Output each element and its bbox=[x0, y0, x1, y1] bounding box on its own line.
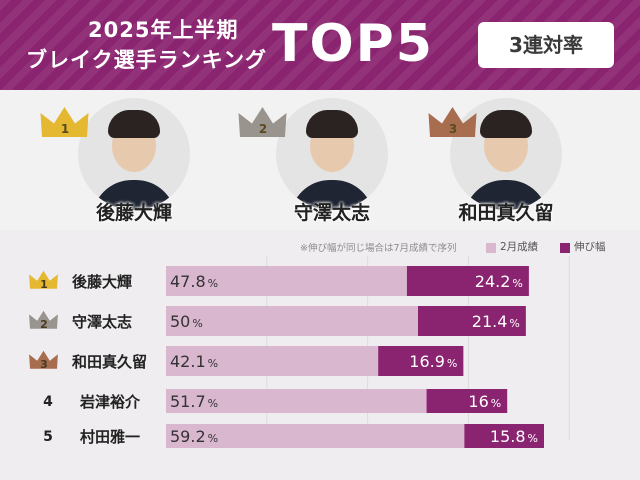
portrait-crown-rank-3: 3 bbox=[449, 122, 457, 136]
label-base-2: 50% bbox=[170, 312, 203, 331]
bar-base-2 bbox=[166, 306, 418, 336]
portrait-rank-3 bbox=[450, 98, 562, 210]
top3-name-3: 和田真久留 bbox=[458, 202, 554, 224]
row-rank-3: 3 bbox=[40, 358, 48, 371]
row-name-2: 守澤太志 bbox=[72, 313, 132, 331]
row-name-4: 岩津裕介 bbox=[79, 393, 141, 411]
row-name-5: 村田雅一 bbox=[80, 428, 140, 446]
row-rank-1: 1 bbox=[40, 278, 48, 291]
row-name-3: 和田真久留 bbox=[72, 353, 147, 371]
stat-badge: 3連対率 bbox=[478, 22, 614, 68]
label-base-4: 51.7% bbox=[170, 392, 218, 411]
row-rank-4: 4 bbox=[43, 394, 53, 410]
legend-swatch-base bbox=[486, 243, 496, 253]
portrait-rank-1 bbox=[78, 98, 190, 210]
label-gain-2: 21.4% bbox=[472, 312, 520, 331]
row-name-1: 後藤大輝 bbox=[71, 273, 132, 291]
legend-label-base: 2月成績 bbox=[500, 241, 539, 253]
bar-gain-2 bbox=[418, 306, 526, 336]
top5-heading: TOP5 bbox=[272, 14, 434, 74]
row-crown-3 bbox=[29, 350, 58, 369]
silver-crown-icon bbox=[238, 107, 287, 137]
bar-base-1 bbox=[166, 266, 407, 296]
header-banner: 2025年上半期 ブレイク選手ランキング TOP5 3連対率 bbox=[0, 0, 640, 90]
bar-gain-3 bbox=[378, 346, 464, 376]
row-crown-1 bbox=[29, 270, 58, 289]
portrait-rank-2 bbox=[276, 98, 388, 210]
tiebreak-note: ※伸び幅が同じ場合は7月成績で序列 bbox=[300, 243, 457, 254]
label-base-5: 59.2% bbox=[170, 427, 218, 446]
label-gain-5: 15.8% bbox=[490, 427, 538, 446]
title-line-2: ブレイク選手ランキング bbox=[26, 48, 267, 72]
label-base-1: 47.8% bbox=[170, 272, 218, 291]
bar-gain-4 bbox=[426, 389, 508, 413]
row-rank-2: 2 bbox=[40, 318, 48, 331]
label-gain-1: 24.2% bbox=[475, 272, 523, 291]
legend-swatch-gain bbox=[560, 243, 570, 253]
top3-name-2: 守澤太志 bbox=[293, 202, 370, 224]
label-gain-3: 16.9% bbox=[409, 352, 457, 371]
top3-name-1: 後藤大輝 bbox=[95, 202, 172, 224]
gold-crown-icon bbox=[40, 107, 89, 137]
label-gain-4: 16% bbox=[468, 392, 501, 411]
bronze-crown-icon bbox=[428, 107, 477, 137]
row-crown-2 bbox=[29, 310, 58, 329]
label-base-3: 42.1% bbox=[170, 352, 218, 371]
bar-gain-1 bbox=[406, 266, 529, 296]
portrait-crown-rank-2: 2 bbox=[259, 122, 267, 136]
bar-base-5 bbox=[166, 424, 465, 448]
top3-portraits: 後藤大輝 守澤太志 和田真久留 bbox=[0, 90, 640, 230]
bar-base-3 bbox=[166, 346, 379, 376]
bar-base-4 bbox=[166, 389, 427, 413]
row-rank-5: 5 bbox=[43, 429, 53, 445]
legend-label-gain: 伸び幅 bbox=[574, 241, 606, 253]
title-line-1: 2025年上半期 bbox=[88, 18, 239, 42]
bar-gain-5 bbox=[464, 424, 544, 448]
portrait-crown-rank-1: 1 bbox=[61, 122, 69, 136]
